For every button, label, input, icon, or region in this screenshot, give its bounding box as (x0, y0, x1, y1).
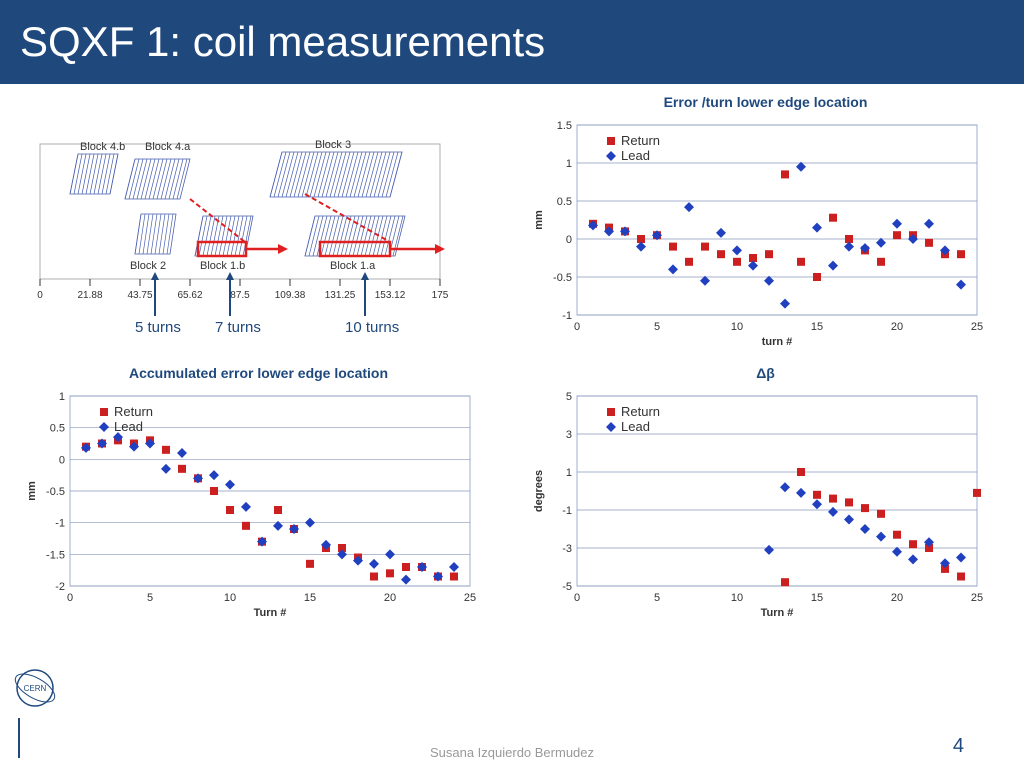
chart-error-turn-cell: Error /turn lower edge location -1 -0.5 0 0… (527, 94, 1004, 350)
chart-db-title: Δβ (527, 365, 1004, 381)
svg-text:20: 20 (891, 321, 903, 333)
svg-text:3: 3 (566, 429, 572, 441)
svg-text:0: 0 (574, 321, 580, 333)
svg-text:25: 25 (971, 592, 983, 604)
svg-text:-1: -1 (562, 505, 572, 517)
svg-text:Block 1.b: Block 1.b (200, 260, 245, 272)
svg-text:175: 175 (432, 290, 449, 301)
annot-5turns: 5 turns (135, 319, 181, 336)
svg-text:-0.5: -0.5 (553, 272, 572, 284)
svg-text:mm: mm (26, 481, 38, 501)
chart-accum: -2-1.5-1-0.500.510510152025mmTurn #Retur… (20, 386, 480, 621)
svg-text:5: 5 (566, 391, 572, 403)
svg-text:0: 0 (574, 592, 580, 604)
svg-text:Block 3: Block 3 (315, 139, 351, 151)
svg-text:-3: -3 (562, 543, 572, 555)
chart-error-turn: -1 -0.5 0 0.5 1 1.5 0 5 10 15 20 25 mm turn # ReturnLe… (527, 115, 987, 350)
svg-text:Block 1.a: Block 1.a (330, 260, 376, 272)
svg-text:Turn #: Turn # (254, 607, 287, 619)
chart-accum-title: Accumulated error lower edge location (20, 365, 497, 381)
svg-text:1: 1 (566, 158, 572, 170)
chart-accum-cell: Accumulated error lower edge location -2… (20, 365, 497, 621)
svg-text:CERN: CERN (24, 684, 47, 693)
svg-text:0: 0 (566, 234, 572, 246)
page-number: 4 (953, 735, 964, 758)
svg-text:Lead: Lead (114, 419, 143, 434)
author-footer: Susana Izquierdo Bermudez (0, 745, 1024, 760)
block-diagram-cell: 0 21.88 43.75 65.62 87.5 109.38 131.25 153.12 17… (20, 124, 497, 350)
cern-logo: CERN (10, 663, 60, 763)
svg-text:20: 20 (384, 592, 396, 604)
svg-text:25: 25 (464, 592, 476, 604)
chart-db: -5 -3 -1 1 3 5 0 5 10 15 20 25 degrees Turn # ReturnLe… (527, 386, 987, 621)
svg-text:5: 5 (654, 321, 660, 333)
chart-error-turn-title: Error /turn lower edge location (527, 94, 1004, 110)
svg-text:Lead: Lead (621, 419, 650, 434)
svg-text:43.75: 43.75 (127, 290, 152, 301)
svg-text:1: 1 (566, 467, 572, 479)
svg-text:131.25: 131.25 (325, 290, 356, 301)
svg-text:Return: Return (621, 404, 660, 419)
svg-text:0.5: 0.5 (50, 423, 65, 435)
svg-text:109.38: 109.38 (275, 290, 306, 301)
svg-text:15: 15 (304, 592, 316, 604)
annot-7turns: 7 turns (215, 319, 261, 336)
svg-text:25: 25 (971, 321, 983, 333)
svg-text:Block 4.a: Block 4.a (145, 141, 191, 153)
svg-text:65.62: 65.62 (177, 290, 202, 301)
svg-text:turn #: turn # (762, 336, 793, 348)
slide-title: SQXF 1: coil measurements (0, 0, 1024, 84)
svg-text:10: 10 (731, 321, 743, 333)
chart-db-cell: Δβ -5 -3 -1 1 3 5 0 5 10 15 20 25 degrees Turn # Retur… (527, 365, 1004, 621)
svg-text:87.5: 87.5 (230, 290, 250, 301)
annot-10turns: 10 turns (345, 319, 399, 336)
block-diagram: 0 21.88 43.75 65.62 87.5 109.38 131.25 153.12 17… (20, 124, 460, 324)
svg-text:0.5: 0.5 (557, 196, 572, 208)
svg-text:-2: -2 (55, 581, 65, 593)
svg-text:10: 10 (731, 592, 743, 604)
svg-text:Return: Return (621, 133, 660, 148)
svg-text:0: 0 (37, 290, 43, 301)
svg-text:degrees: degrees (533, 470, 545, 512)
svg-text:1: 1 (59, 391, 65, 403)
svg-text:-1.5: -1.5 (46, 549, 65, 561)
svg-text:0: 0 (67, 592, 73, 604)
svg-text:-1: -1 (55, 518, 65, 530)
svg-text:20: 20 (891, 592, 903, 604)
svg-text:-0.5: -0.5 (46, 486, 65, 498)
svg-text:0: 0 (59, 454, 65, 466)
svg-text:mm: mm (533, 210, 545, 230)
svg-text:10: 10 (224, 592, 236, 604)
svg-text:Lead: Lead (621, 148, 650, 163)
svg-text:5: 5 (147, 592, 153, 604)
svg-text:21.88: 21.88 (77, 290, 102, 301)
svg-text:15: 15 (811, 592, 823, 604)
svg-text:-1: -1 (562, 310, 572, 322)
svg-text:Return: Return (114, 404, 153, 419)
svg-text:Block 4.b: Block 4.b (80, 141, 125, 153)
svg-text:1.5: 1.5 (557, 120, 572, 132)
svg-text:Block 2: Block 2 (130, 260, 166, 272)
svg-text:15: 15 (811, 321, 823, 333)
svg-text:5: 5 (654, 592, 660, 604)
svg-text:Turn #: Turn # (761, 607, 794, 619)
svg-text:153.12: 153.12 (375, 290, 406, 301)
svg-text:-5: -5 (562, 581, 572, 593)
